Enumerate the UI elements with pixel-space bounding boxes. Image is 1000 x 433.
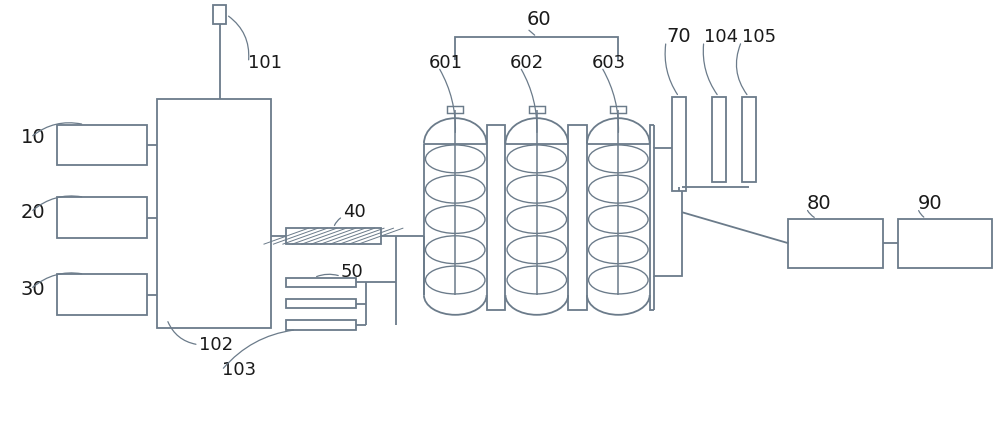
Bar: [529, 106, 545, 113]
Text: 103: 103: [222, 362, 256, 379]
Bar: [286, 299, 356, 308]
Bar: [712, 97, 726, 182]
Bar: [286, 228, 381, 244]
Bar: [57, 125, 147, 165]
Bar: [610, 106, 626, 113]
Text: 50: 50: [341, 263, 364, 281]
Text: 105: 105: [742, 28, 776, 46]
Text: 20: 20: [21, 203, 45, 222]
Text: 104: 104: [704, 28, 738, 46]
Text: 603: 603: [591, 54, 626, 71]
Text: 601: 601: [428, 54, 462, 71]
Bar: [788, 219, 883, 268]
Text: 102: 102: [199, 336, 233, 354]
Bar: [742, 97, 756, 182]
Bar: [898, 219, 992, 268]
Text: 90: 90: [918, 194, 942, 213]
Bar: [57, 274, 147, 315]
Text: 60: 60: [527, 10, 551, 29]
Bar: [57, 197, 147, 238]
Bar: [447, 106, 463, 113]
Bar: [213, 5, 226, 24]
Text: 80: 80: [806, 194, 831, 213]
Text: 30: 30: [21, 280, 45, 299]
Text: 40: 40: [343, 203, 366, 221]
Bar: [672, 97, 686, 191]
Bar: [157, 99, 271, 328]
Text: 101: 101: [248, 54, 282, 71]
Text: 10: 10: [21, 128, 45, 147]
Bar: [286, 320, 356, 330]
Bar: [654, 148, 682, 276]
Bar: [286, 278, 356, 287]
Text: 602: 602: [510, 54, 544, 71]
Text: 70: 70: [666, 27, 691, 46]
